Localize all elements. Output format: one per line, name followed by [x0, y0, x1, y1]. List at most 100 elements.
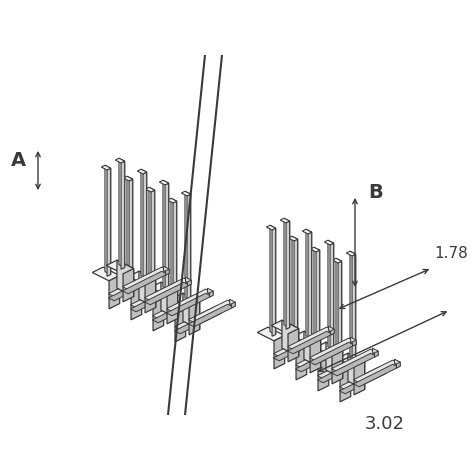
Text: B: B: [368, 183, 383, 202]
Polygon shape: [304, 331, 321, 367]
Polygon shape: [189, 301, 200, 335]
Polygon shape: [196, 298, 199, 304]
Text: 3.02: 3.02: [365, 415, 405, 433]
Polygon shape: [287, 331, 332, 354]
Polygon shape: [137, 169, 146, 174]
Polygon shape: [328, 326, 334, 333]
Polygon shape: [145, 278, 190, 301]
Polygon shape: [128, 271, 155, 285]
Polygon shape: [293, 331, 321, 345]
Polygon shape: [338, 347, 342, 353]
Polygon shape: [314, 247, 319, 356]
Polygon shape: [229, 299, 235, 306]
Polygon shape: [286, 221, 290, 329]
Polygon shape: [328, 240, 334, 349]
Polygon shape: [122, 267, 167, 290]
Polygon shape: [146, 187, 155, 192]
Polygon shape: [330, 243, 334, 351]
Polygon shape: [383, 369, 386, 375]
Polygon shape: [323, 360, 351, 374]
Polygon shape: [161, 282, 178, 319]
Polygon shape: [266, 225, 276, 230]
Polygon shape: [130, 289, 175, 312]
Polygon shape: [109, 278, 154, 301]
Polygon shape: [189, 300, 233, 323]
Polygon shape: [257, 327, 285, 341]
Polygon shape: [174, 307, 219, 329]
Polygon shape: [122, 271, 167, 294]
Polygon shape: [114, 278, 142, 292]
Polygon shape: [339, 367, 384, 390]
Polygon shape: [163, 180, 169, 290]
Polygon shape: [151, 190, 155, 298]
Polygon shape: [296, 346, 307, 380]
Polygon shape: [167, 291, 178, 324]
Polygon shape: [185, 277, 191, 284]
Polygon shape: [340, 368, 351, 402]
Polygon shape: [166, 289, 211, 311]
Polygon shape: [317, 336, 320, 342]
Polygon shape: [332, 258, 342, 263]
Polygon shape: [270, 225, 276, 335]
Polygon shape: [185, 191, 191, 301]
Polygon shape: [315, 342, 343, 356]
Polygon shape: [274, 336, 285, 369]
Polygon shape: [381, 366, 386, 373]
Polygon shape: [361, 358, 364, 364]
Polygon shape: [316, 250, 319, 358]
Polygon shape: [130, 285, 175, 308]
Polygon shape: [337, 344, 342, 351]
Polygon shape: [121, 161, 125, 269]
Polygon shape: [292, 236, 298, 346]
Polygon shape: [210, 291, 213, 297]
Polygon shape: [273, 334, 319, 356]
Polygon shape: [352, 254, 356, 362]
Polygon shape: [174, 311, 219, 334]
Polygon shape: [152, 276, 155, 282]
Polygon shape: [183, 293, 200, 329]
Polygon shape: [149, 187, 155, 297]
Polygon shape: [338, 261, 342, 369]
Polygon shape: [310, 342, 355, 365]
Polygon shape: [354, 360, 398, 383]
Polygon shape: [339, 371, 384, 394]
Polygon shape: [145, 283, 190, 305]
Polygon shape: [336, 258, 342, 367]
Polygon shape: [143, 172, 146, 280]
Polygon shape: [346, 251, 356, 256]
Polygon shape: [280, 218, 290, 223]
Polygon shape: [279, 338, 307, 352]
Polygon shape: [109, 274, 154, 297]
Polygon shape: [153, 301, 197, 323]
Polygon shape: [150, 282, 178, 296]
Polygon shape: [326, 342, 343, 379]
Polygon shape: [394, 359, 400, 366]
Polygon shape: [216, 306, 221, 313]
Polygon shape: [115, 158, 125, 163]
Polygon shape: [117, 260, 134, 297]
Polygon shape: [358, 355, 364, 362]
Polygon shape: [331, 349, 376, 372]
Polygon shape: [119, 158, 125, 267]
Polygon shape: [193, 295, 199, 302]
Polygon shape: [105, 165, 111, 274]
Polygon shape: [165, 183, 169, 292]
Polygon shape: [348, 353, 365, 390]
Polygon shape: [273, 338, 319, 361]
Text: A: A: [10, 151, 26, 170]
Polygon shape: [354, 362, 365, 395]
Polygon shape: [158, 300, 186, 314]
Polygon shape: [350, 337, 356, 344]
Polygon shape: [310, 339, 321, 373]
Polygon shape: [173, 287, 177, 293]
Polygon shape: [153, 298, 164, 331]
Polygon shape: [318, 360, 363, 383]
Polygon shape: [306, 229, 312, 338]
Text: 1.78: 1.78: [434, 246, 468, 261]
Polygon shape: [330, 329, 334, 335]
Polygon shape: [145, 280, 155, 313]
Polygon shape: [271, 320, 299, 334]
Polygon shape: [397, 362, 400, 368]
Polygon shape: [173, 293, 200, 307]
Polygon shape: [232, 302, 235, 308]
